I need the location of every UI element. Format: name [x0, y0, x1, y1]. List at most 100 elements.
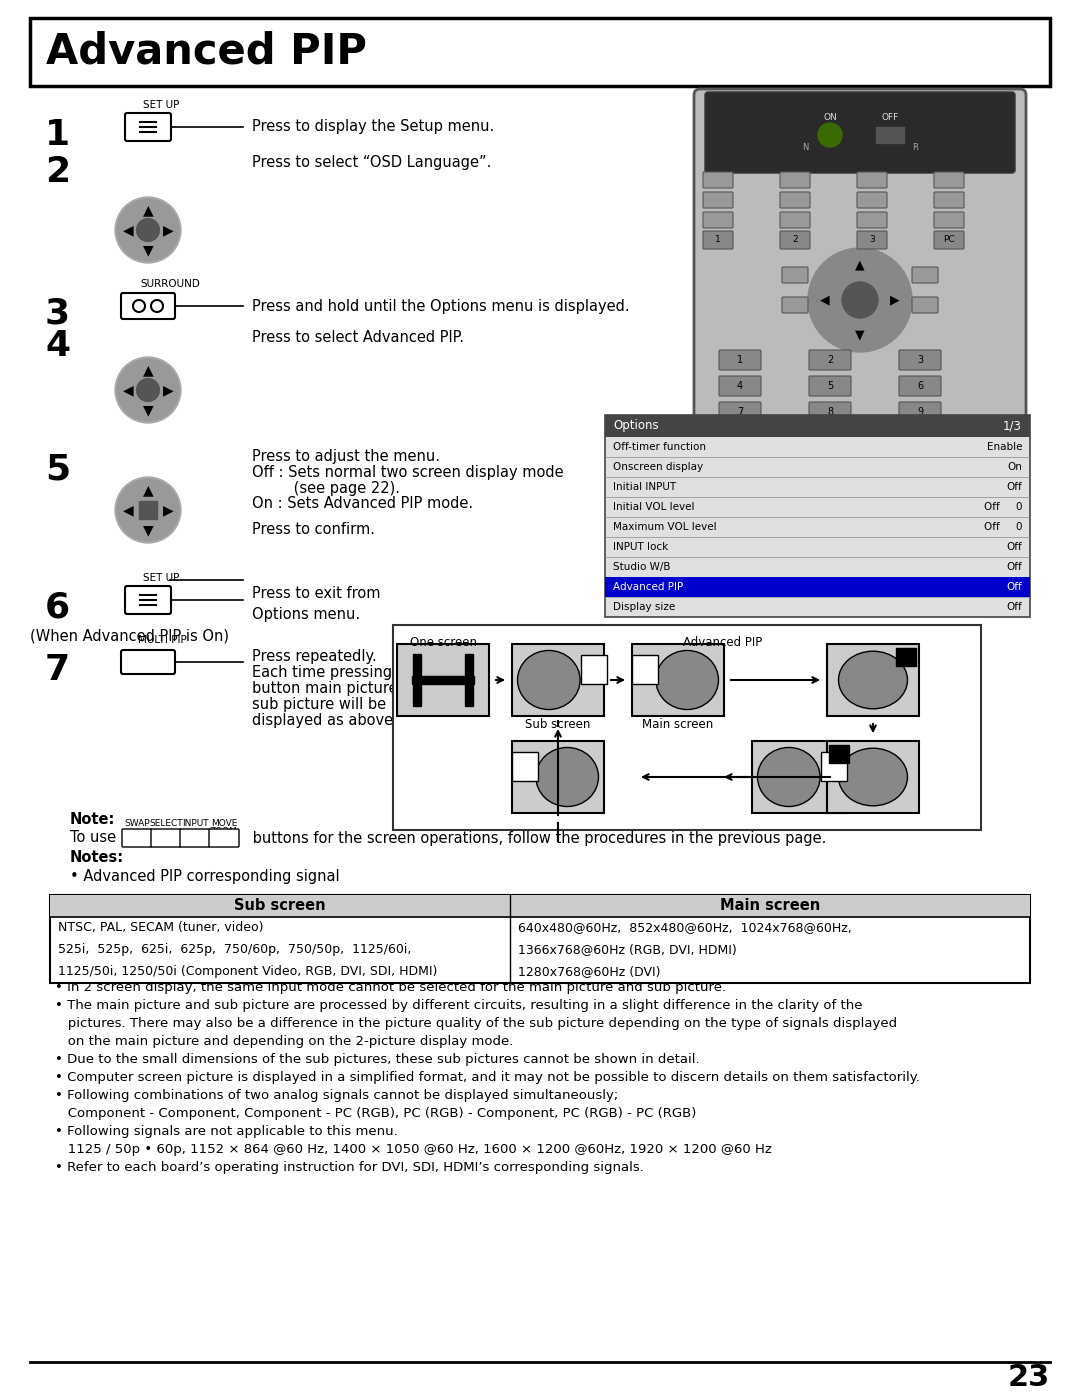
Text: ▲: ▲: [143, 203, 153, 217]
FancyBboxPatch shape: [899, 351, 941, 370]
Text: Press to display the Setup menu.: Press to display the Setup menu.: [252, 120, 495, 134]
Text: • The main picture and sub picture are processed by different circuits, resultin: • The main picture and sub picture are p…: [55, 999, 863, 1013]
Ellipse shape: [517, 651, 580, 710]
Text: ON: ON: [823, 113, 837, 122]
Text: 525i,  525p,  625i,  625p,  750/60p,  750/50p,  1125/60i,: 525i, 525p, 625i, 625p, 750/60p, 750/50p…: [58, 943, 411, 957]
Text: To use: To use: [70, 830, 117, 845]
Text: NTSC, PAL, SECAM (tuner, video): NTSC, PAL, SECAM (tuner, video): [58, 922, 264, 935]
FancyBboxPatch shape: [714, 434, 756, 453]
Text: (When Advanced PIP is On): (When Advanced PIP is On): [30, 629, 229, 644]
Text: Advanced PIP: Advanced PIP: [613, 583, 684, 592]
Text: 3: 3: [45, 298, 70, 331]
Text: Initial VOL level: Initial VOL level: [613, 502, 694, 511]
FancyBboxPatch shape: [780, 191, 810, 208]
Text: ▼: ▼: [143, 522, 153, 536]
Text: ◀: ◀: [123, 503, 133, 517]
Ellipse shape: [757, 747, 820, 806]
FancyBboxPatch shape: [180, 828, 210, 847]
Bar: [632, 655, 658, 683]
FancyBboxPatch shape: [912, 267, 939, 284]
Ellipse shape: [838, 749, 907, 806]
Text: MULTI: MULTI: [725, 440, 745, 446]
FancyBboxPatch shape: [122, 828, 152, 847]
FancyBboxPatch shape: [934, 191, 964, 208]
FancyBboxPatch shape: [899, 402, 941, 422]
FancyBboxPatch shape: [984, 434, 1026, 453]
Text: on the main picture and depending on the 2-picture display mode.: on the main picture and depending on the…: [55, 1035, 513, 1049]
Text: 42 SET: 42 SET: [724, 433, 757, 443]
Text: 640x480@60Hz,  852x480@60Hz,  1024x768@60Hz,: 640x480@60Hz, 852x480@60Hz, 1024x768@60H…: [518, 922, 852, 935]
FancyBboxPatch shape: [719, 427, 761, 448]
FancyBboxPatch shape: [858, 172, 887, 189]
Ellipse shape: [838, 651, 907, 708]
Text: INPUT lock: INPUT lock: [613, 542, 669, 552]
Bar: [632, 644, 724, 717]
FancyBboxPatch shape: [946, 416, 1004, 439]
FancyBboxPatch shape: [703, 172, 733, 189]
Text: One screen: One screen: [409, 637, 476, 650]
FancyBboxPatch shape: [858, 212, 887, 228]
Text: SELECT: SELECT: [902, 440, 928, 446]
FancyBboxPatch shape: [934, 231, 964, 249]
FancyBboxPatch shape: [719, 376, 761, 395]
FancyBboxPatch shape: [719, 351, 761, 370]
Text: 1125 / 50p • 60p, 1152 × 864 @60 Hz, 1400 × 1050 @60 Hz, 1600 × 1200 @60Hz, 1920: 1125 / 50p • 60p, 1152 × 864 @60 Hz, 140…: [55, 1144, 772, 1157]
Text: Options: Options: [613, 419, 659, 433]
Text: ▲: ▲: [855, 258, 865, 271]
Text: On : Sets Advanced PIP mode.: On : Sets Advanced PIP mode.: [252, 496, 473, 511]
Text: 5: 5: [827, 381, 833, 391]
FancyBboxPatch shape: [706, 416, 764, 439]
FancyBboxPatch shape: [719, 402, 761, 422]
FancyBboxPatch shape: [125, 585, 171, 615]
Bar: [752, 740, 843, 813]
Text: ,: ,: [154, 831, 159, 845]
Text: ID ALL: ID ALL: [904, 433, 935, 443]
Text: 7: 7: [737, 407, 743, 416]
Circle shape: [808, 249, 912, 352]
Circle shape: [842, 282, 878, 319]
Text: Off: Off: [1007, 583, 1022, 592]
Circle shape: [117, 479, 179, 541]
Text: SELECT: SELECT: [149, 820, 183, 828]
Bar: [411, 676, 474, 685]
Text: • Following combinations of two analog signals cannot be displayed simultaneousl: • Following combinations of two analog s…: [55, 1090, 618, 1102]
Text: ▶: ▶: [163, 503, 174, 517]
Text: OPT.TIMER: OPT.TIMER: [955, 422, 995, 432]
Text: MULTI PIP: MULTI PIP: [138, 636, 187, 645]
Text: OFF: OFF: [881, 113, 899, 122]
FancyBboxPatch shape: [934, 212, 964, 228]
Text: ▼: ▼: [143, 243, 153, 257]
FancyBboxPatch shape: [934, 172, 964, 189]
Bar: [139, 502, 157, 520]
FancyBboxPatch shape: [899, 376, 941, 395]
FancyBboxPatch shape: [809, 351, 851, 370]
FancyBboxPatch shape: [858, 231, 887, 249]
Text: 1: 1: [715, 236, 720, 244]
FancyBboxPatch shape: [703, 231, 733, 249]
Text: MOVE: MOVE: [995, 440, 1015, 446]
Text: Display size: Display size: [613, 602, 675, 612]
Text: ▲: ▲: [143, 483, 153, 497]
Text: (see page 22).: (see page 22).: [252, 481, 400, 496]
Text: 3: 3: [917, 355, 923, 365]
Text: displayed as above.: displayed as above.: [252, 712, 397, 728]
Text: 6: 6: [45, 591, 70, 624]
Text: N: N: [801, 142, 808, 152]
Text: Off: Off: [1007, 542, 1022, 552]
FancyBboxPatch shape: [782, 267, 808, 284]
Text: 6: 6: [917, 381, 923, 391]
Circle shape: [136, 218, 160, 242]
FancyBboxPatch shape: [705, 92, 1015, 173]
Text: ▶: ▶: [163, 224, 174, 237]
Text: MOVE: MOVE: [211, 820, 238, 828]
FancyBboxPatch shape: [912, 298, 939, 313]
Text: Off: Off: [1007, 602, 1022, 612]
Bar: [393, 624, 981, 830]
Text: ▶: ▶: [163, 383, 174, 397]
Text: SURROUND: SURROUND: [140, 279, 200, 289]
FancyBboxPatch shape: [809, 427, 851, 448]
Text: Off: Off: [1007, 482, 1022, 492]
Text: buttons for the screen operations, follow the procedures in the previous page.: buttons for the screen operations, follo…: [248, 830, 826, 845]
Text: Advanced PIP: Advanced PIP: [684, 637, 762, 650]
Circle shape: [818, 123, 842, 147]
